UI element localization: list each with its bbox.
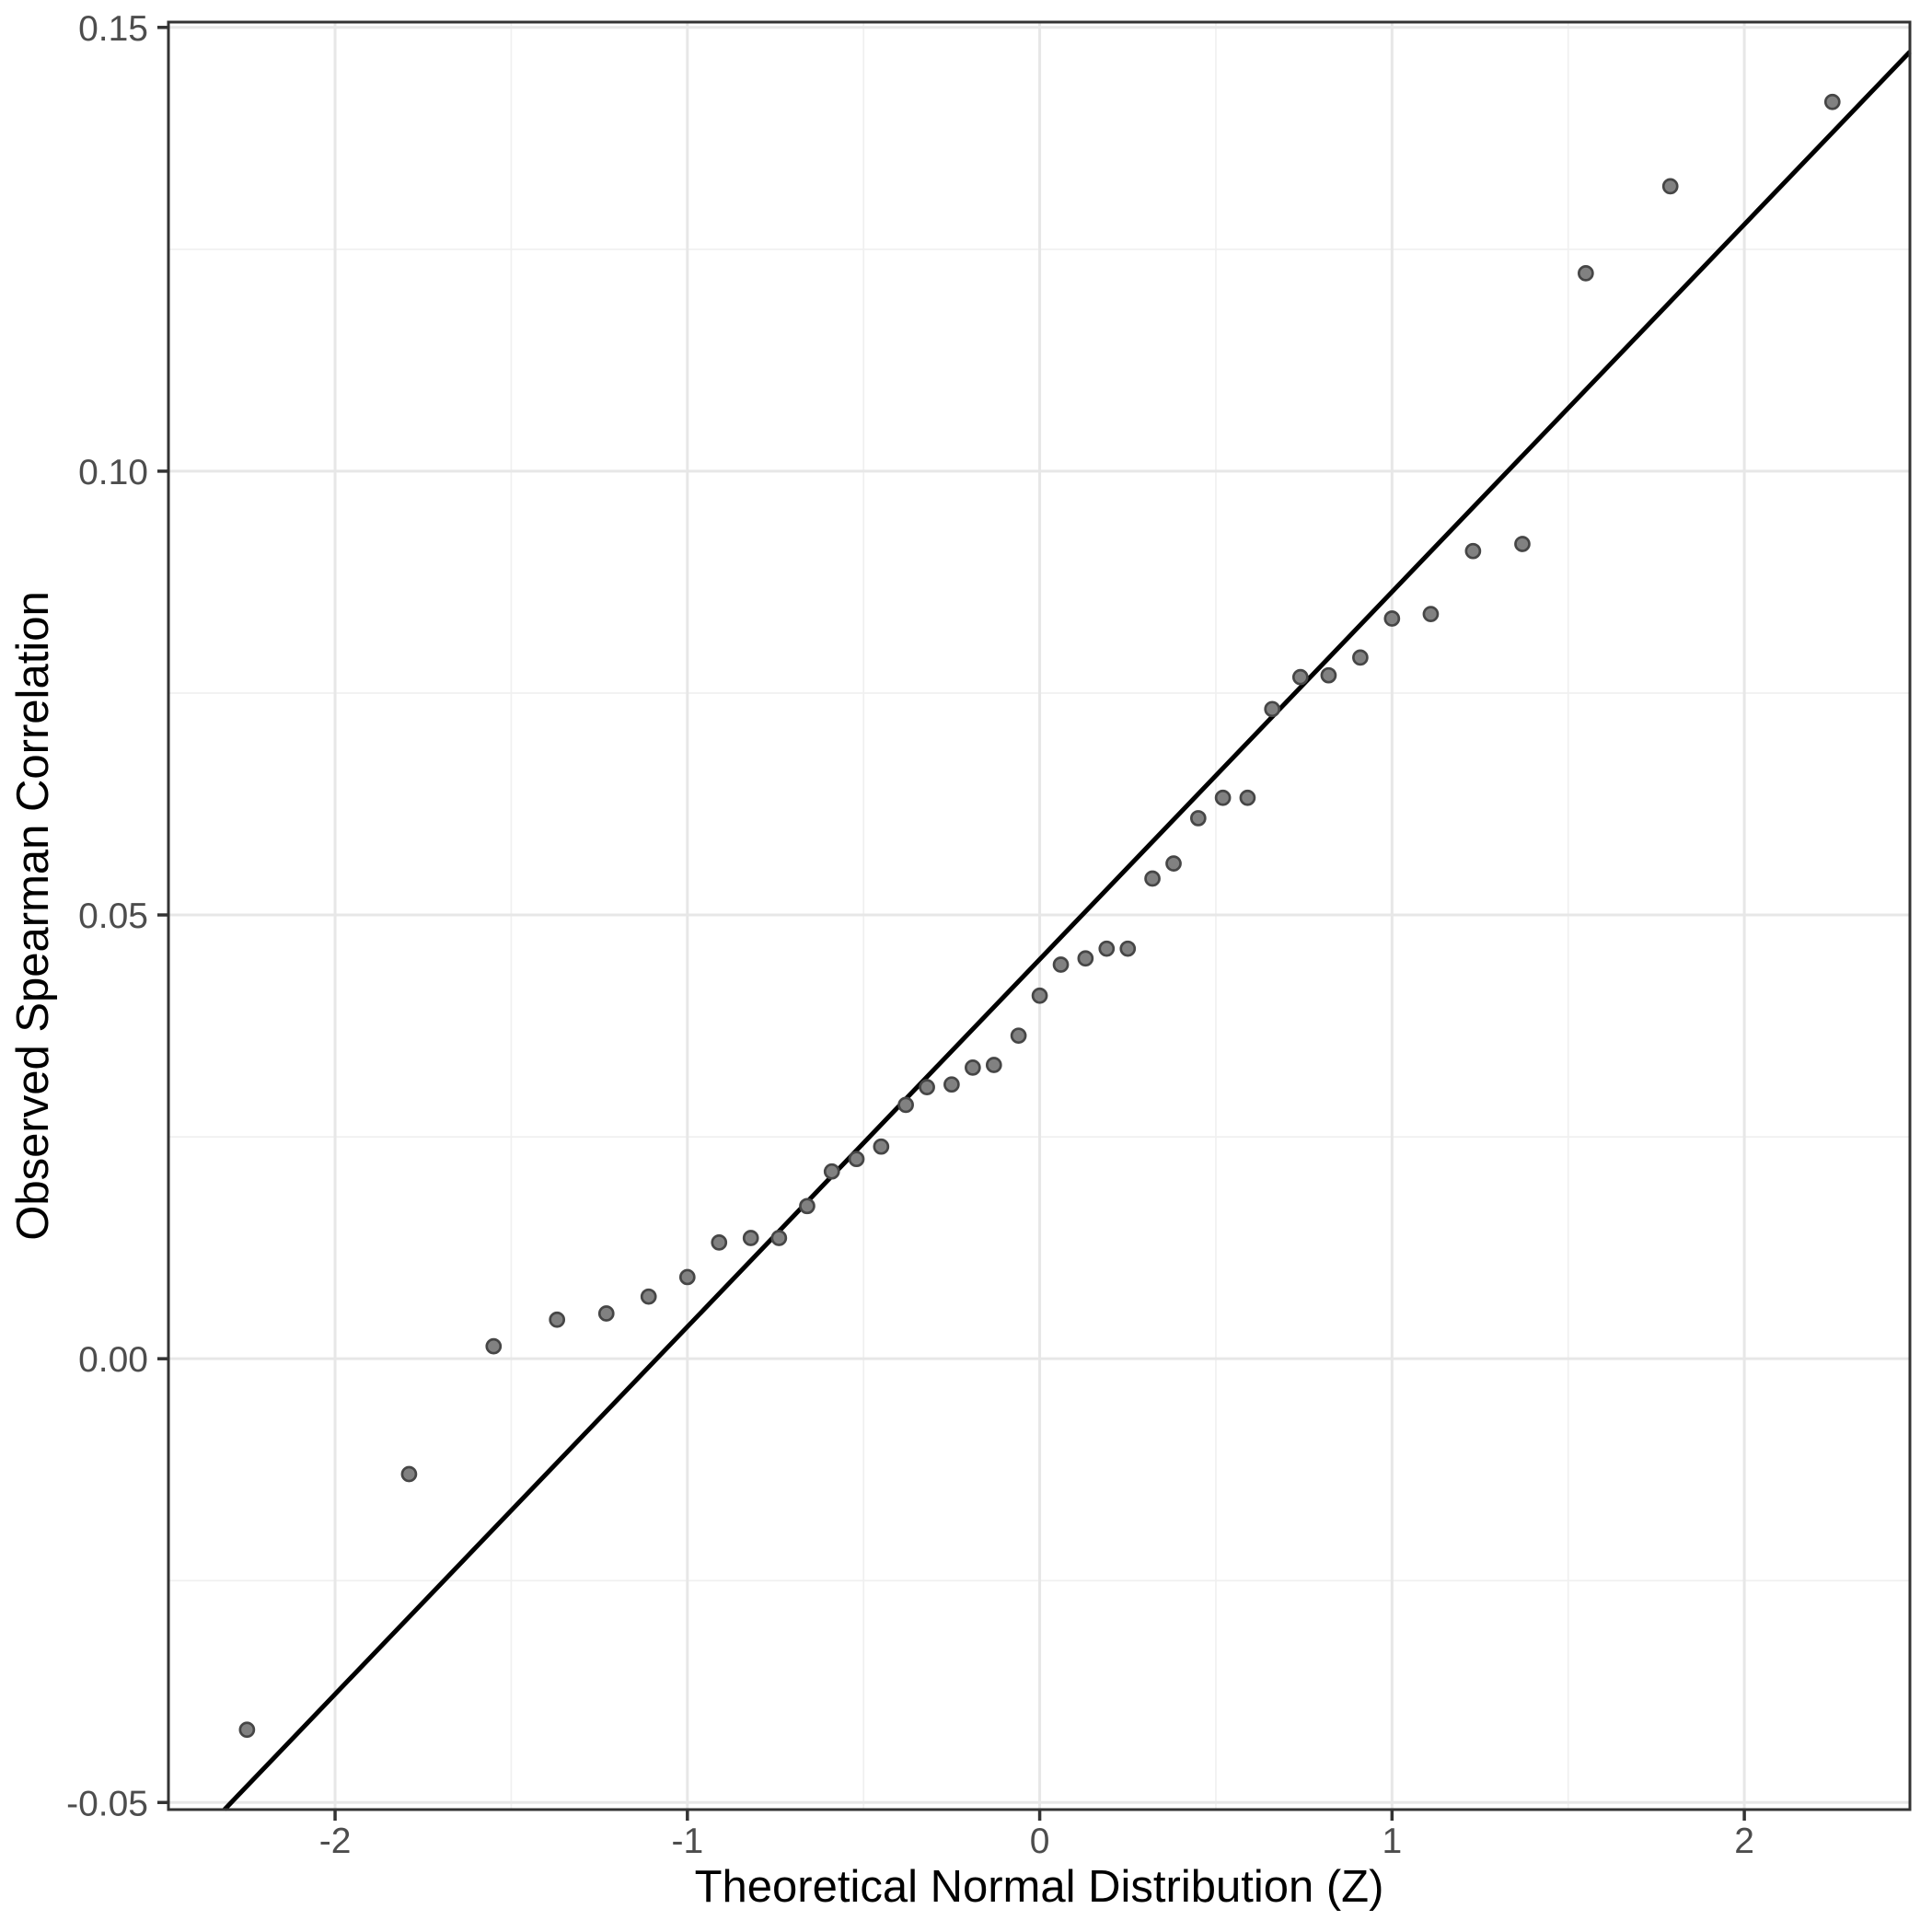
data-point bbox=[823, 1163, 840, 1180]
data-point bbox=[640, 1288, 657, 1305]
y-tick-label: 0.05 bbox=[78, 897, 148, 936]
data-point bbox=[1514, 536, 1531, 552]
data-point bbox=[1239, 789, 1256, 806]
data-point bbox=[1098, 940, 1116, 957]
data-point bbox=[1291, 668, 1309, 686]
axis-tick-labels: -2 -1 0 1 2 -0.05 0.00 0.05 0.10 0.15 bbox=[66, 9, 1754, 1861]
data-point bbox=[1661, 178, 1679, 195]
data-point bbox=[1052, 956, 1070, 973]
y-tick-label: 0.00 bbox=[78, 1340, 148, 1380]
data-point bbox=[1264, 700, 1281, 718]
data-point bbox=[1214, 789, 1232, 806]
data-point bbox=[1320, 666, 1337, 684]
data-point bbox=[964, 1059, 981, 1076]
data-points bbox=[238, 93, 1841, 1739]
data-point bbox=[897, 1096, 914, 1114]
data-point bbox=[485, 1337, 503, 1355]
data-point bbox=[985, 1057, 1002, 1073]
data-point bbox=[1823, 93, 1841, 110]
data-point bbox=[1422, 606, 1440, 623]
y-axis-title: Observed Spearman Correlation bbox=[8, 591, 58, 1240]
data-point bbox=[873, 1138, 890, 1155]
data-point bbox=[1119, 940, 1137, 957]
x-axis-title: Theoretical Normal Distribution (Z) bbox=[695, 1862, 1384, 1912]
data-point bbox=[1077, 950, 1094, 967]
y-tick-label: 0.15 bbox=[78, 9, 148, 49]
axis-tick-marks bbox=[157, 26, 1746, 1821]
y-tick-label: -0.05 bbox=[66, 1784, 148, 1823]
x-tick-label: -2 bbox=[319, 1822, 352, 1861]
data-point bbox=[549, 1311, 566, 1328]
x-tick-label: 1 bbox=[1382, 1822, 1402, 1861]
data-point bbox=[1031, 987, 1048, 1004]
x-tick-label: -1 bbox=[671, 1822, 703, 1861]
data-point bbox=[711, 1233, 728, 1251]
major-gridlines bbox=[168, 22, 1910, 1810]
data-point bbox=[943, 1076, 960, 1093]
y-tick-label: 0.10 bbox=[78, 453, 148, 492]
data-point bbox=[1578, 265, 1594, 282]
data-point bbox=[1464, 542, 1482, 560]
x-tick-label: 0 bbox=[1030, 1822, 1050, 1861]
data-point bbox=[597, 1305, 615, 1322]
data-point bbox=[848, 1151, 865, 1168]
data-point bbox=[1144, 870, 1161, 887]
x-tick-label: 2 bbox=[1734, 1822, 1754, 1861]
data-point bbox=[238, 1721, 256, 1739]
data-point bbox=[799, 1197, 816, 1215]
data-point bbox=[1165, 855, 1182, 872]
data-point bbox=[1010, 1027, 1027, 1045]
data-point bbox=[678, 1268, 696, 1286]
data-point bbox=[919, 1079, 935, 1095]
qq-reference-line bbox=[223, 50, 1912, 1811]
data-point bbox=[742, 1230, 759, 1246]
data-point bbox=[400, 1465, 418, 1483]
data-point bbox=[1352, 649, 1369, 666]
data-point bbox=[770, 1230, 788, 1246]
data-point bbox=[1189, 810, 1207, 827]
data-point bbox=[1383, 610, 1401, 627]
